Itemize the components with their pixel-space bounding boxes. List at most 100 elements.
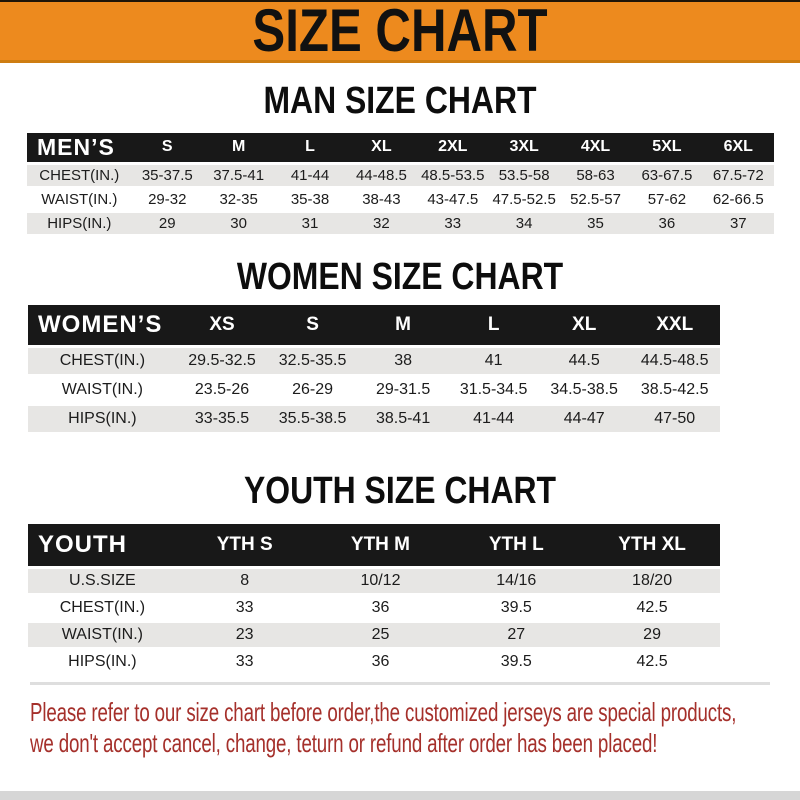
size-value-cell: 23 — [176, 621, 313, 650]
measurement-row-label: CHEST(IN.) — [28, 346, 177, 377]
size-value-cell: 67.5-72 — [702, 163, 774, 189]
size-value-cell: 58-63 — [559, 163, 632, 189]
size-value-cell: 32 — [345, 211, 418, 237]
size-column-header: 2XL — [417, 133, 489, 165]
size-value-cell: 14/16 — [448, 567, 585, 596]
size-value-cell: 38-43 — [345, 187, 418, 213]
size-column-header: M — [357, 304, 449, 348]
size-value-cell: 36 — [631, 211, 703, 237]
measurement-row: WAIST(IN.) 23.5-26 26-29 29-31.5 31.5-34.5 34… — [28, 375, 720, 406]
youth-section-title: YOUTH SIZE CHART — [243, 470, 557, 512]
size-value-cell: 42.5 — [584, 594, 720, 623]
size-value-cell: 31 — [274, 211, 346, 237]
women-table-body: CHEST(IN.) 29.5-32.5 32.5-35.5 38 41 44.5 44.5… — [28, 346, 720, 435]
size-value-cell: 25 — [312, 621, 449, 650]
men-table-body: CHEST(IN.) 35-37.5 37.5-41 41-44 44-48.5 48.5… — [27, 163, 774, 237]
size-column-header: 3XL — [488, 133, 560, 165]
size-value-cell: 39.5 — [448, 594, 585, 623]
measurement-row-label: WAIST(IN.) — [28, 375, 177, 406]
section-men: MAN SIZE CHART MEN’S S M L XL 2XL 3XL 4XL 5XL 6XL… — [0, 81, 800, 237]
size-value-cell: 33 — [417, 211, 489, 237]
size-value-cell: 43-47.5 — [417, 187, 489, 213]
size-value-cell: 47-50 — [629, 404, 720, 435]
size-value-cell: 53.5-58 — [488, 163, 560, 189]
size-value-cell: 35 — [559, 211, 632, 237]
size-column-header: XXL — [629, 304, 720, 348]
size-value-cell: 48.5-53.5 — [417, 163, 489, 189]
size-value-cell: 29-31.5 — [357, 375, 449, 406]
size-column-header: XL — [345, 133, 418, 165]
size-value-cell: 38 — [357, 346, 449, 377]
men-section-title: MAN SIZE CHART — [263, 80, 537, 122]
measurement-row: CHEST(IN.) 35-37.5 37.5-41 41-44 44-48.5 48.5… — [27, 163, 774, 189]
size-value-cell: 41-44 — [274, 163, 346, 189]
measurement-row: HIPS(IN.) 33-35.5 35.5-38.5 38.5-41 41-44 44-… — [28, 404, 720, 435]
size-value-cell: 37 — [702, 211, 774, 237]
size-header-row: MEN’S S M L XL 2XL 3XL 4XL 5XL 6XL — [27, 133, 774, 165]
size-column-header: YTH L — [448, 524, 585, 569]
measurement-row-label: WAIST(IN.) — [27, 187, 132, 213]
table-corner-label: MEN’S — [27, 133, 132, 165]
size-header-row: YOUTH YTH S YTH M YTH L YTH XL — [28, 524, 720, 569]
bottom-edge-strip — [0, 791, 800, 800]
measurement-row-label: WAIST(IN.) — [28, 621, 177, 650]
size-column-header: 4XL — [559, 133, 632, 165]
size-value-cell: 63-67.5 — [631, 163, 703, 189]
size-column-header: S — [267, 304, 358, 348]
size-value-cell: 31.5-34.5 — [448, 375, 539, 406]
measurement-row: U.S.SIZE 8 10/12 14/16 18/20 — [28, 567, 720, 596]
size-value-cell: 36 — [312, 594, 449, 623]
measurement-row-label: HIPS(IN.) — [28, 648, 177, 677]
size-column-header: YTH S — [176, 524, 313, 569]
youth-table-header: YOUTH YTH S YTH M YTH L YTH XL — [28, 524, 720, 569]
size-column-header: M — [202, 133, 275, 165]
size-value-cell: 44-47 — [538, 404, 630, 435]
measurement-row-label: U.S.SIZE — [28, 567, 177, 596]
size-value-cell: 35.5-38.5 — [267, 404, 358, 435]
size-value-cell: 35-37.5 — [131, 163, 203, 189]
size-column-header: YTH M — [312, 524, 449, 569]
table-corner-label: WOMEN’S — [28, 304, 177, 348]
women-section-title: WOMEN SIZE CHART — [236, 255, 564, 298]
measurement-row: CHEST(IN.) 29.5-32.5 32.5-35.5 38 41 44.5 44.5… — [28, 346, 720, 377]
size-value-cell: 29.5-32.5 — [176, 346, 268, 377]
size-value-cell: 18/20 — [584, 567, 720, 596]
size-value-cell: 8 — [176, 567, 313, 596]
size-column-header: 5XL — [631, 133, 703, 165]
section-women: WOMEN SIZE CHART WOMEN’S XS S M L XL XXL CHEST… — [0, 255, 800, 435]
size-value-cell: 57-62 — [631, 187, 703, 213]
size-value-cell: 41 — [448, 346, 539, 377]
size-value-cell: 33-35.5 — [176, 404, 268, 435]
size-value-cell: 44.5-48.5 — [629, 346, 720, 377]
size-value-cell: 29 — [131, 211, 203, 237]
women-table-header: WOMEN’S XS S M L XL XXL — [28, 304, 720, 348]
measurement-row: HIPS(IN.) 33 36 39.5 42.5 — [28, 648, 720, 677]
measurement-row-label: CHEST(IN.) — [27, 163, 132, 189]
measurement-row: CHEST(IN.) 33 36 39.5 42.5 — [28, 594, 720, 623]
size-value-cell: 29-32 — [131, 187, 203, 213]
size-header-row: WOMEN’S XS S M L XL XXL — [28, 304, 720, 348]
size-value-cell: 35-38 — [274, 187, 346, 213]
size-column-header: YTH XL — [584, 524, 720, 569]
size-column-header: XL — [538, 304, 630, 348]
size-column-header: XS — [176, 304, 268, 348]
size-value-cell: 37.5-41 — [202, 163, 275, 189]
footer-note-line2: we don't accept cancel, change, teturn o… — [30, 727, 658, 758]
size-value-cell: 42.5 — [584, 648, 720, 677]
size-column-header: L — [448, 304, 539, 348]
size-value-cell: 47.5-52.5 — [488, 187, 560, 213]
measurement-row: WAIST(IN.) 29-32 32-35 35-38 38-43 43-47.5 47.… — [27, 187, 774, 213]
size-value-cell: 33 — [176, 594, 313, 623]
size-value-cell: 33 — [176, 648, 313, 677]
size-value-cell: 27 — [448, 621, 585, 650]
size-value-cell: 52.5-57 — [559, 187, 632, 213]
page-title: SIZE CHART — [252, 0, 548, 64]
size-value-cell: 41-44 — [448, 404, 539, 435]
measurement-row-label: HIPS(IN.) — [27, 211, 132, 237]
size-value-cell: 26-29 — [267, 375, 358, 406]
youth-size-table: YOUTH YTH S YTH M YTH L YTH XL U.S.SIZE 8 10/1… — [28, 524, 720, 677]
size-column-header: L — [274, 133, 346, 165]
size-value-cell: 29 — [584, 621, 720, 650]
men-size-table: MEN’S S M L XL 2XL 3XL 4XL 5XL 6XL CHEST(IN.) 35-3… — [27, 133, 774, 237]
women-size-table: WOMEN’S XS S M L XL XXL CHEST(IN.) 29.5-32.5 32.… — [28, 304, 720, 435]
